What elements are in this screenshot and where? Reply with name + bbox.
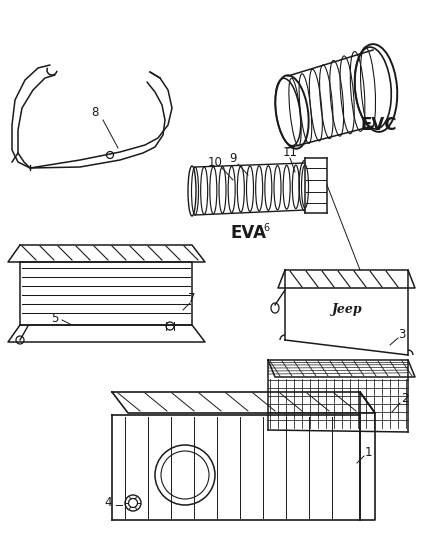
- Text: EVC: EVC: [360, 116, 396, 134]
- Text: 3: 3: [398, 327, 406, 341]
- Text: 5: 5: [51, 311, 59, 325]
- Text: Jeep: Jeep: [332, 303, 362, 317]
- Text: EVA: EVA: [230, 224, 266, 242]
- Text: 4: 4: [104, 497, 112, 510]
- Text: 8: 8: [91, 107, 99, 119]
- Text: 2: 2: [401, 392, 409, 405]
- Text: 1: 1: [364, 446, 372, 458]
- Text: 7: 7: [188, 292, 196, 304]
- Text: 11: 11: [283, 146, 297, 158]
- Text: 9: 9: [229, 151, 237, 165]
- Text: 6: 6: [263, 223, 269, 233]
- Text: 10: 10: [208, 157, 223, 169]
